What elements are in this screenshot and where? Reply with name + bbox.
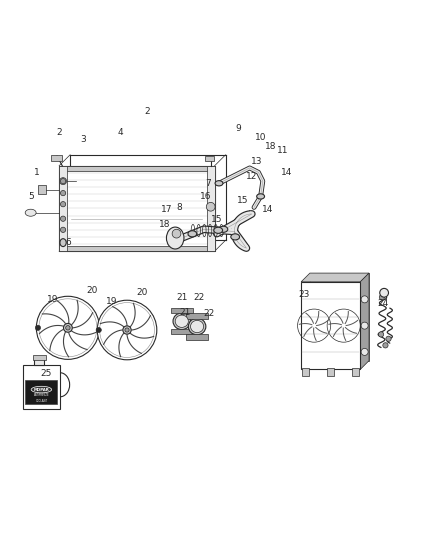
Text: 15: 15 [237,196,249,205]
Text: 11: 11 [277,146,288,155]
Bar [25,381,57,405]
Circle shape [60,216,66,221]
Circle shape [60,201,66,207]
Circle shape [96,327,101,333]
Bar [32,356,46,360]
Text: 13: 13 [251,157,262,166]
Bar [59,166,215,251]
Ellipse shape [214,227,223,233]
Text: 3: 3 [80,135,86,144]
Bar [186,313,208,319]
Ellipse shape [215,181,223,186]
Circle shape [206,203,215,211]
Ellipse shape [188,318,206,335]
Circle shape [386,336,391,342]
Text: 6: 6 [65,238,71,247]
Text: 19: 19 [47,295,58,304]
Circle shape [60,227,66,232]
Text: 22: 22 [194,293,205,302]
Text: 18: 18 [265,142,276,151]
Circle shape [97,300,157,360]
Text: COOLANT: COOLANT [35,399,47,403]
Text: 19: 19 [106,297,117,306]
Text: 17: 17 [161,205,172,214]
Bar [310,273,369,361]
Text: / PREDILUTED: / PREDILUTED [33,406,50,409]
Text: 21: 21 [179,308,191,317]
Bar [59,166,215,171]
Text: 22: 22 [204,309,215,318]
Ellipse shape [188,231,197,237]
Bar [327,368,334,376]
Circle shape [36,296,99,359]
Ellipse shape [31,386,52,393]
Circle shape [361,349,368,356]
Text: 7: 7 [205,179,211,188]
Ellipse shape [175,315,188,327]
Text: 1: 1 [34,168,40,177]
Text: 24: 24 [378,299,389,308]
Circle shape [172,229,181,238]
Circle shape [379,295,385,300]
Circle shape [123,326,131,334]
Polygon shape [301,273,369,282]
Bar [38,185,46,194]
Ellipse shape [257,194,265,199]
Circle shape [64,324,72,332]
Ellipse shape [60,239,66,247]
Polygon shape [360,273,369,369]
Bar [51,155,62,160]
Circle shape [66,326,70,330]
Text: 15: 15 [211,215,223,224]
Text: 8: 8 [177,203,183,212]
Text: 10: 10 [255,133,266,142]
Ellipse shape [25,209,36,216]
Text: 12: 12 [246,172,258,181]
Text: 16: 16 [200,192,212,201]
Text: 2: 2 [144,107,149,116]
Circle shape [361,296,368,303]
Text: 23: 23 [299,290,310,300]
Circle shape [125,328,129,332]
Circle shape [383,343,388,348]
Text: 21: 21 [176,293,187,302]
Text: 20: 20 [86,286,98,295]
Bar [23,365,60,409]
Text: 20: 20 [137,288,148,297]
Bar [59,166,67,251]
Text: 18: 18 [159,220,170,229]
Bar [186,334,208,340]
Circle shape [60,179,66,184]
Ellipse shape [173,313,191,329]
Circle shape [60,190,66,196]
Circle shape [35,325,41,330]
Bar [34,357,44,365]
Bar [352,368,359,376]
Text: 14: 14 [261,205,273,214]
Circle shape [378,332,384,337]
Ellipse shape [166,227,184,249]
Bar [301,282,360,369]
Text: ANTIFREEZE: ANTIFREEZE [34,393,49,397]
Ellipse shape [219,226,228,232]
Bar [205,156,214,160]
Ellipse shape [191,320,204,333]
Bar [171,329,193,334]
Text: 2: 2 [57,128,62,138]
Bar [207,166,215,251]
Ellipse shape [231,234,240,240]
Circle shape [60,177,67,184]
Text: 14: 14 [281,168,293,177]
Bar [59,246,215,251]
Circle shape [361,322,368,329]
Bar [302,368,309,376]
Text: 9: 9 [236,124,242,133]
Text: 4: 4 [118,128,123,138]
Text: MOPAR: MOPAR [34,387,49,392]
Text: 5: 5 [28,192,34,201]
Text: 25: 25 [40,369,52,378]
Circle shape [380,288,389,297]
Bar [171,308,193,313]
